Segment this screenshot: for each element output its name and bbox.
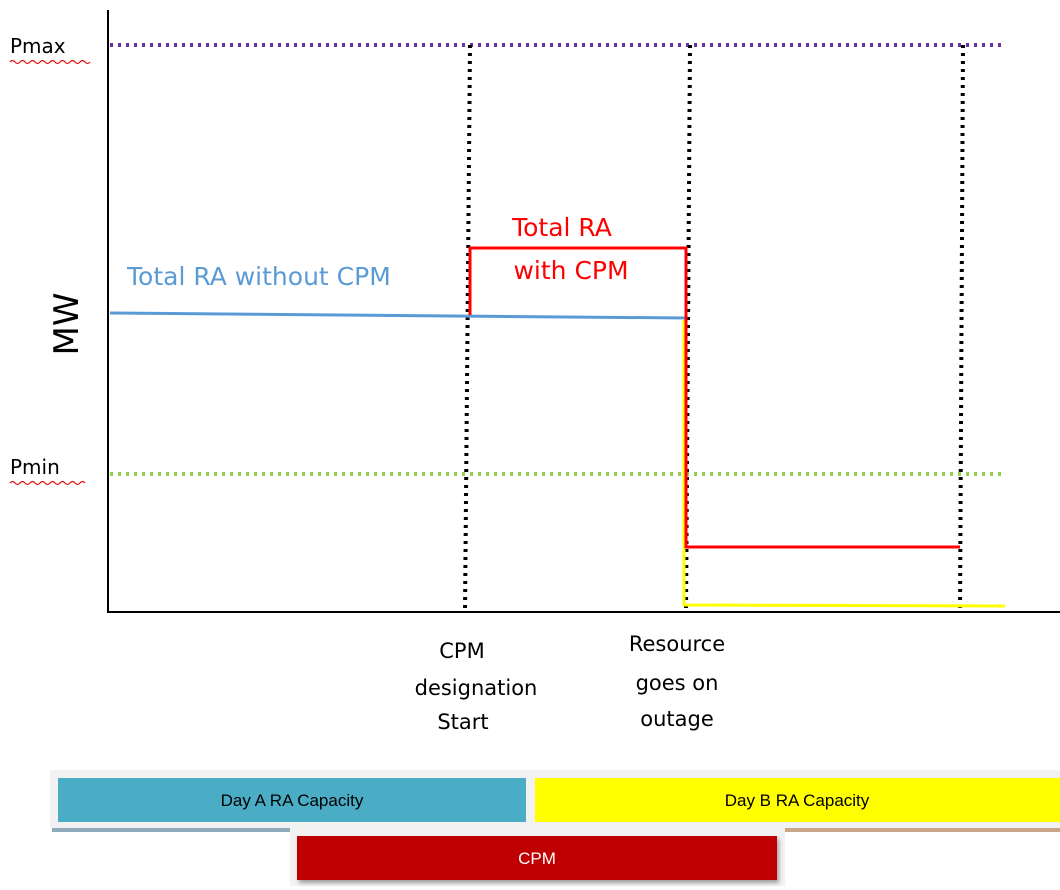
outage-label-line1: Resource xyxy=(629,632,725,656)
total-ra-with-cpm-line xyxy=(468,246,960,549)
total-ra-without-cpm-label: Total RA without CPM xyxy=(126,262,391,291)
pmax-label: Pmax xyxy=(10,34,66,58)
cpm-start-label-line2: designation xyxy=(415,676,538,700)
outage-label-line2: goes on xyxy=(636,671,719,695)
pmax-spell-squiggle xyxy=(9,59,91,65)
cpm-bar-label: CPM xyxy=(518,849,556,868)
end-marker xyxy=(958,44,965,613)
cpm-bar xyxy=(297,836,777,880)
pmin-spell-squiggle xyxy=(9,480,86,486)
day-b-capacity-label: Day B RA Capacity xyxy=(725,791,870,810)
yellow-line xyxy=(682,320,1006,608)
cpm-start-label-line3: Start xyxy=(437,710,488,734)
y-axis-label: MW xyxy=(47,293,87,356)
total-ra-with-cpm-label-line1: Total RA xyxy=(511,213,612,242)
day-a-capacity-label: Day A RA Capacity xyxy=(221,791,364,810)
day-b-capacity-bar xyxy=(535,778,1060,822)
cpm-start-marker xyxy=(463,44,472,613)
total-ra-without-cpm-line xyxy=(109,311,687,320)
day-a-capacity-bar xyxy=(58,778,526,822)
pmin-label: Pmin xyxy=(10,455,60,479)
outage-label-line3: outage xyxy=(640,707,714,731)
cpm-start-label-line1: CPM xyxy=(439,639,484,663)
total-ra-with-cpm-label-line2: with CPM xyxy=(513,256,628,285)
